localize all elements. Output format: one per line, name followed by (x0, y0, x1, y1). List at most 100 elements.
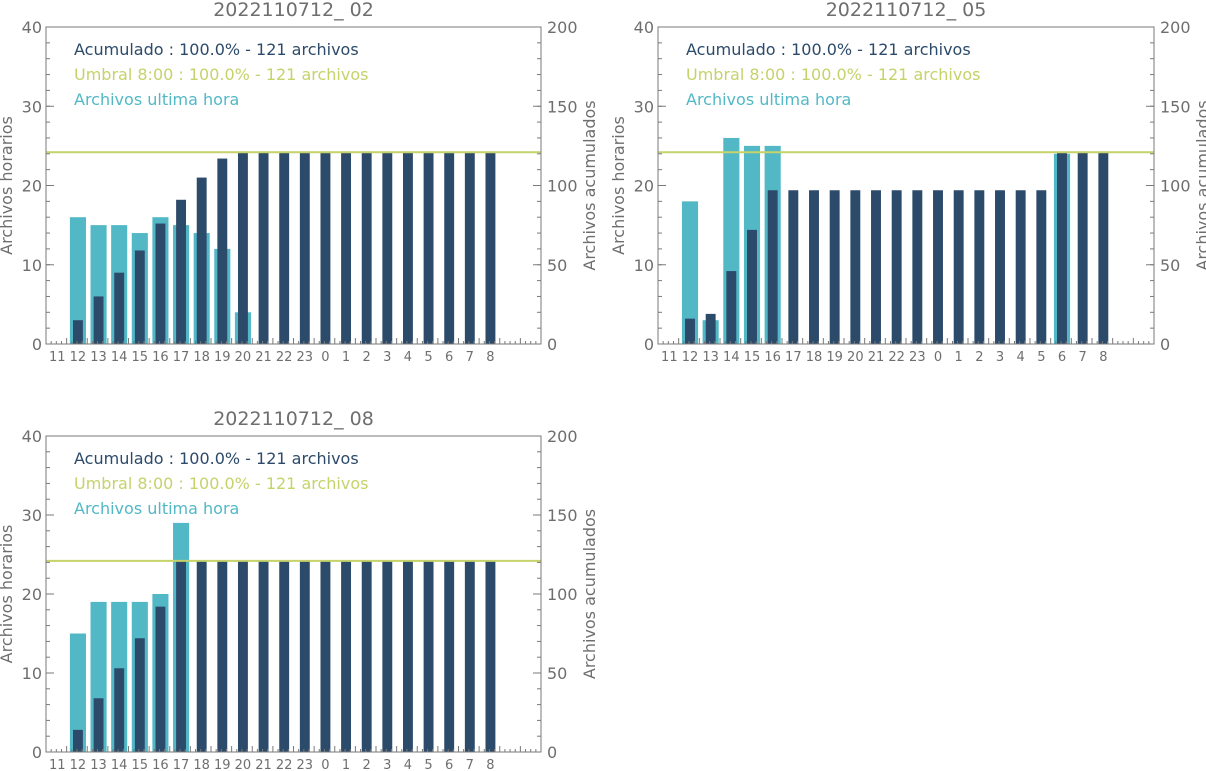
xtick-label: 18 (193, 350, 210, 365)
chart-title: 2022110712_ 08 (213, 408, 374, 430)
xtick-label: 20 (235, 350, 252, 365)
cumulative-bar-17 (176, 560, 187, 752)
cumulative-bar-19 (217, 158, 228, 344)
xtick-label: 8 (1099, 350, 1107, 365)
xtick-label: 14 (111, 758, 128, 771)
legend-hourly: Archivos ultima hora (74, 499, 239, 518)
cumulative-bar-0 (320, 152, 331, 344)
cumulative-bar-5 (423, 560, 434, 752)
ytick-left-label: 0 (644, 335, 654, 354)
xtick-label: 3 (383, 758, 391, 771)
cumulative-bar-8 (485, 560, 496, 752)
xtick-label: 12 (70, 758, 87, 771)
xtick-label: 19 (214, 350, 231, 365)
xtick-label: 0 (321, 350, 329, 365)
cumulative-bar-12 (72, 320, 83, 344)
chart-title: 2022110712_ 02 (213, 0, 374, 21)
ytick-left-label: 20 (22, 585, 42, 604)
xtick-label: 1 (955, 350, 963, 365)
xtick-label: 0 (321, 758, 329, 771)
xtick-label: 7 (466, 350, 474, 365)
cumulative-bar-5 (423, 152, 434, 344)
cumulative-bar-7 (1077, 152, 1088, 344)
ytick-left-label: 0 (32, 743, 42, 762)
y-axis-label-left: Archivos horarios (0, 525, 16, 664)
xtick-label: 13 (702, 350, 719, 365)
xtick-label: 21 (255, 350, 272, 365)
xtick-label: 18 (806, 350, 823, 365)
xtick-label: 19 (214, 758, 231, 771)
xtick-label: 2 (363, 758, 371, 771)
cumulative-bar-0 (933, 190, 943, 344)
y-axis-label-right: Archivos acumulados (1193, 100, 1206, 270)
cumulative-bar-13 (705, 313, 716, 344)
cumulative-bar-20 (850, 190, 861, 344)
xtick-label: 8 (486, 350, 494, 365)
xtick-label: 1 (342, 758, 350, 771)
cumulative-bar-19 (829, 190, 840, 344)
cumulative-bar-12 (685, 318, 695, 344)
xtick-label: 16 (152, 758, 169, 771)
cumulative-bar-2 (361, 560, 372, 752)
ytick-right-label: 150 (547, 506, 578, 525)
cumulative-bar-8 (1098, 152, 1109, 344)
cumulative-bar-2 (974, 190, 985, 344)
xtick-label: 5 (424, 350, 432, 365)
xtick-label: 12 (70, 350, 87, 365)
cumulative-bar-21 (258, 560, 269, 752)
y-axis-label-left: Archivos horarios (0, 116, 16, 255)
cumulative-bar-16 (767, 190, 778, 344)
ytick-left-label: 10 (634, 256, 654, 275)
legend-threshold: Umbral 8:00 : 100.0% - 121 archivos (74, 65, 368, 84)
cumulative-bar-1 (953, 190, 964, 344)
xtick-label: 4 (1017, 350, 1025, 365)
ytick-left-label: 40 (22, 18, 42, 37)
xtick-label: 6 (1058, 350, 1066, 365)
y-axis-label-right: Archivos acumulados (580, 100, 599, 270)
xtick-label: 17 (173, 758, 190, 771)
xtick-label: 11 (49, 350, 66, 365)
chart-title: 2022110712_ 05 (826, 0, 987, 21)
xtick-label: 0 (934, 350, 942, 365)
ytick-right-label: 200 (547, 427, 578, 446)
cumulative-bar-14 (726, 271, 737, 344)
cumulative-bar-8 (485, 152, 496, 344)
xtick-label: 20 (847, 350, 864, 365)
cumulative-bar-6 (1057, 152, 1067, 344)
xtick-label: 23 (297, 350, 314, 365)
xtick-label: 3 (383, 350, 391, 365)
ytick-right-label: 150 (1160, 97, 1191, 116)
legend-cumulative: Acumulado : 100.0% - 121 archivos (74, 40, 359, 59)
ytick-right-label: 200 (547, 18, 578, 37)
ytick-left-label: 40 (634, 18, 654, 37)
xtick-label: 16 (152, 350, 169, 365)
cumulative-bar-1 (341, 560, 352, 752)
cumulative-bar-22 (279, 560, 290, 752)
xtick-label: 1 (342, 350, 350, 365)
cumulative-bar-13 (93, 296, 104, 344)
xtick-label: 12 (682, 350, 699, 365)
xtick-label: 15 (132, 350, 149, 365)
xtick-label: 20 (235, 758, 252, 771)
xtick-label: 13 (90, 758, 107, 771)
ytick-right-label: 50 (547, 256, 567, 275)
cumulative-bar-23 (299, 560, 310, 752)
cumulative-bar-3 (995, 190, 1005, 344)
xtick-label: 4 (404, 350, 412, 365)
ytick-right-label: 50 (1160, 256, 1180, 275)
cumulative-bar-6 (444, 560, 455, 752)
cumulative-bar-3 (382, 560, 393, 752)
ytick-left-label: 10 (22, 256, 42, 275)
xtick-label: 11 (661, 350, 678, 365)
y-axis-label-left: Archivos horarios (609, 116, 628, 255)
cumulative-bar-20 (237, 152, 248, 344)
xtick-label: 13 (90, 350, 107, 365)
legend-hourly: Archivos ultima hora (74, 90, 239, 109)
ytick-right-label: 0 (547, 335, 557, 354)
xtick-label: 16 (764, 350, 781, 365)
ytick-right-label: 0 (1160, 335, 1170, 354)
xtick-label: 22 (888, 350, 905, 365)
cumulative-bar-4 (402, 560, 413, 752)
